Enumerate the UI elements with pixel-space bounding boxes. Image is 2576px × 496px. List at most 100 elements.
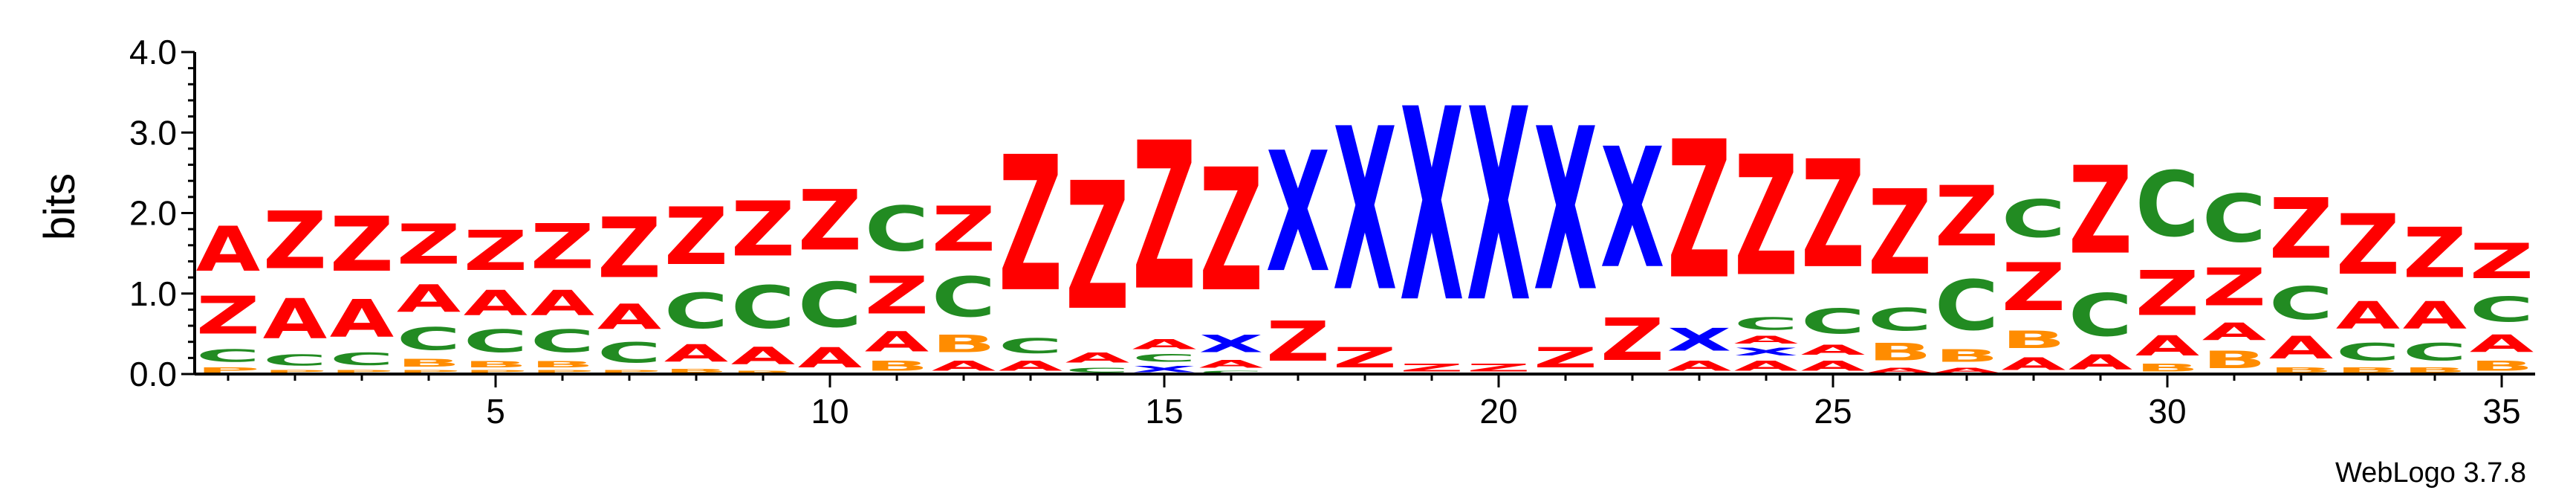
logo-letter-c: C [1801, 302, 1865, 342]
logo-letter-b: B [731, 370, 795, 374]
logo-letter-a: A [1199, 358, 1264, 370]
logo-letter-z: Z [2336, 198, 2400, 294]
logo-letter-c: C [597, 337, 661, 369]
logo-letter-a: A [1935, 366, 1999, 374]
logo-letter-z: Z [1600, 306, 1664, 374]
x-axis: 5 10 15 20 25 30 35 [195, 373, 2535, 431]
logo-letter-b: B [2336, 366, 2400, 374]
logo-letter-b: B [2470, 358, 2534, 374]
logo-letter-c: C [1199, 370, 1263, 374]
logo-letter-a: A [999, 358, 1063, 374]
logo-letter-z: Z [664, 190, 728, 283]
logo-letter-x: X [1534, 80, 1597, 341]
logo-letter-p: P [464, 370, 528, 374]
logo-letter-p: P [196, 366, 260, 374]
logo-letter-z: Z [1801, 129, 1865, 301]
x-tick-label: 10 [811, 392, 849, 431]
logo-letter-z: Z [531, 212, 594, 283]
x-tick-label: 15 [1145, 392, 1183, 431]
logo-letter-b: B [2135, 362, 2199, 374]
logo-letter-a: A [2069, 350, 2132, 374]
logo-letter-c: C [2470, 290, 2534, 330]
logo-letter-a: A [2002, 354, 2066, 374]
logo-letter-c: C [196, 346, 260, 366]
logo-letter-a: A [1868, 366, 1932, 374]
logo-letter-z: Z [2470, 233, 2534, 290]
logo-letter-a: A [1734, 334, 1799, 346]
logo-letter-z: Z [1132, 100, 1196, 336]
logo-letter-b: B [531, 359, 594, 369]
x-tick-label: 30 [2148, 392, 2186, 431]
logo-letter-c: C [464, 323, 528, 360]
logo-letter-a: A [731, 342, 796, 370]
x-tick-label: 20 [1479, 392, 1517, 431]
logo-letter-p: P [263, 370, 327, 374]
logo-letter-x: X [1333, 80, 1397, 341]
logo-letter-a: A [330, 289, 394, 350]
logo-letter-x: X [1199, 330, 1263, 358]
logo-letter-p: P [397, 370, 461, 374]
logo-letter-b: B [397, 357, 461, 369]
logo-letter-c: C [1868, 302, 1932, 338]
logo-letter-z: Z [2135, 258, 2199, 329]
logo-letter-a: A [1065, 350, 1130, 367]
logo-letter-c: C [2135, 154, 2199, 257]
logo-letter-a: A [2336, 294, 2400, 338]
logo-letter-c: C [2403, 338, 2467, 367]
logo-letter-a: A [397, 277, 461, 321]
y-axis: 0.0 1.0 2.0 3.0 4.0 [129, 33, 196, 393]
y-tick-label: 2.0 [129, 194, 177, 233]
logo-letter-b: B [2002, 326, 2066, 354]
logo-letter-b: B [865, 358, 929, 374]
logo-letter-c: C [1065, 366, 1129, 374]
logo-letter-c: C [664, 284, 728, 340]
logo-letter-z: Z [1266, 310, 1330, 374]
logo-letter-x: X [1667, 322, 1731, 358]
y-tick-label: 1.0 [129, 274, 177, 313]
logo-letter-a: A [531, 283, 594, 323]
y-tick-label: 4.0 [129, 33, 177, 71]
logo-letter-c: C [1734, 314, 1798, 334]
logo-letter-c: C [731, 274, 795, 342]
logo-letter-z: Z [2069, 141, 2132, 281]
logo-letter-z: Z [731, 186, 795, 274]
logo-letter-z: Z [2403, 214, 2467, 294]
logo-letter-c: C [2336, 338, 2400, 367]
logo-letter-x: X [1132, 364, 1196, 374]
logo-letter-c: C [2269, 278, 2333, 330]
logo-letter-c: C [1935, 265, 1999, 345]
logo-letter-z: Z [2202, 258, 2266, 318]
logo-letter-a: A [2135, 330, 2199, 362]
x-tick-label: 5 [486, 392, 505, 431]
logo-letter-c: C [865, 193, 929, 265]
logo-letter-z: Z [798, 173, 862, 269]
logo-letter-c: C [999, 334, 1062, 358]
logo-letter-a: A [1801, 342, 1866, 358]
logo-letter-z: Z [932, 194, 996, 265]
logo-letter-c: C [1132, 352, 1196, 364]
logo-letter-a: A [196, 214, 260, 286]
y-tick-label: 0.0 [129, 355, 177, 393]
logo-letter-a: A [1132, 336, 1197, 352]
logo-letter-b: B [2202, 346, 2266, 374]
logo-letter-a: A [1801, 358, 1866, 374]
logo-letter-x: X [1266, 118, 1330, 310]
logo-letter-p: P [597, 370, 661, 374]
logo-letter-a: A [2269, 330, 2333, 366]
logo-letter-b: B [2269, 366, 2333, 374]
logo-letter-z: Z [999, 117, 1062, 334]
logo-letter-z: Z [1734, 122, 1798, 314]
logo-letter-z: Z [464, 219, 528, 283]
logo-letter-a: A [2470, 330, 2534, 358]
x-tick-label: 25 [1814, 392, 1852, 431]
logo-letter-c: C [798, 270, 862, 342]
logo-letter-x: X [1400, 54, 1464, 361]
logo-letter-a: A [932, 358, 996, 374]
logo-letter-a: A [263, 288, 327, 352]
y-axis-title: bits [36, 173, 84, 240]
logo-letter-z: Z [397, 213, 461, 277]
logo-letter-b: B [2403, 366, 2467, 374]
x-tick-label: 35 [2482, 392, 2520, 431]
